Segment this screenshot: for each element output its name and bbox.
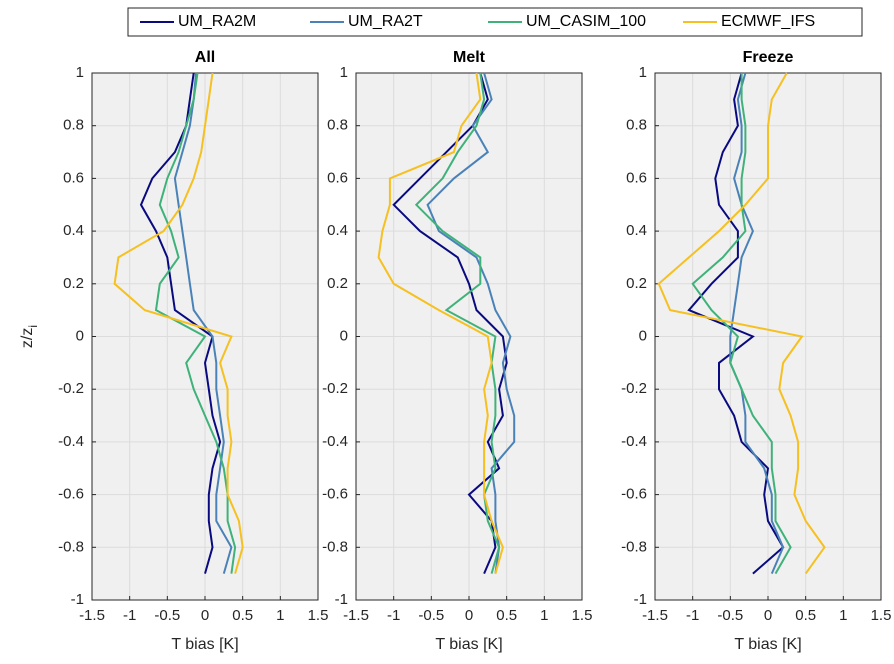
profile-line xyxy=(687,72,785,575)
x-axis-label: T bias [K] xyxy=(734,636,801,653)
profile-line xyxy=(113,72,244,574)
y-tick-label: -0.6 xyxy=(621,486,647,503)
x-tick-label: -1 xyxy=(686,607,699,624)
x-tick-label: 1 xyxy=(276,607,284,624)
x-axis-label: T bias [K] xyxy=(435,636,502,653)
y-tick-label: 0.8 xyxy=(63,117,84,134)
x-tick-label: 1.5 xyxy=(308,607,329,624)
x-tick-label: 1 xyxy=(839,607,847,624)
y-tick-label: 0 xyxy=(340,327,348,344)
y-tick-label: -0.2 xyxy=(621,380,647,397)
x-tick-label: -0.5 xyxy=(154,607,180,624)
legend-label: UM_RA2T xyxy=(348,13,423,30)
profile-line xyxy=(657,72,826,575)
x-tick-label: 0.5 xyxy=(496,607,517,624)
y-tick-label: -0.4 xyxy=(58,433,84,450)
x-tick-label: -1.5 xyxy=(79,607,105,624)
legend-label: ECMWF_IFS xyxy=(721,13,815,30)
chart-title: All xyxy=(195,49,215,66)
x-tick-label: 0 xyxy=(201,607,209,624)
y-tick-label: 0.4 xyxy=(626,222,647,239)
x-tick-label: -1 xyxy=(387,607,400,624)
axes-box xyxy=(91,72,319,601)
x-tick-label: 1.5 xyxy=(572,607,593,624)
y-tick-label: -0.8 xyxy=(621,538,647,555)
y-tick-label: 0.6 xyxy=(63,169,84,186)
y-tick-label: 0 xyxy=(639,327,647,344)
axes-box xyxy=(355,72,583,601)
y-tick-label: 0.2 xyxy=(626,275,647,292)
legend-label: UM_CASIM_100 xyxy=(526,13,646,30)
profile-line xyxy=(173,72,233,574)
x-tick-label: 1.5 xyxy=(871,607,892,624)
y-tick-label: 0.2 xyxy=(327,275,348,292)
y-tick-label: 0.4 xyxy=(327,222,348,239)
y-tick-label: -1 xyxy=(335,591,348,608)
x-tick-label: -1.5 xyxy=(343,607,369,624)
y-tick-label: -0.8 xyxy=(58,538,84,555)
y-axis-label-main: z/z xyxy=(19,328,36,348)
y-tick-label: 0.8 xyxy=(327,117,348,134)
y-tick-label: 0 xyxy=(76,327,84,344)
chart-title: Melt xyxy=(453,49,486,66)
x-tick-label: 0.5 xyxy=(232,607,253,624)
y-tick-label: 0.2 xyxy=(63,275,84,292)
y-tick-label: 0.6 xyxy=(327,169,348,186)
axes-box xyxy=(654,72,882,601)
x-tick-label: 0.5 xyxy=(795,607,816,624)
x-tick-label: -1 xyxy=(123,607,136,624)
y-tick-label: 0.8 xyxy=(626,117,647,134)
profile-line xyxy=(426,72,516,574)
y-tick-label: -0.2 xyxy=(58,380,84,397)
y-tick-label: -0.8 xyxy=(322,538,348,555)
y-tick-label: -0.2 xyxy=(322,380,348,397)
y-tick-label: 1 xyxy=(340,64,348,81)
x-tick-label: -0.5 xyxy=(717,607,743,624)
x-tick-label: -0.5 xyxy=(418,607,444,624)
x-tick-label: 0 xyxy=(764,607,772,624)
y-tick-label: -1 xyxy=(634,591,647,608)
legend-label: UM_RA2M xyxy=(178,13,256,30)
chart-title: Freeze xyxy=(743,49,794,66)
y-tick-label: 0.4 xyxy=(63,222,84,239)
y-tick-label: -0.6 xyxy=(58,486,84,503)
y-axis-label: z/zi xyxy=(19,325,40,348)
y-axis-label-sub: i xyxy=(26,325,40,328)
profile-line xyxy=(139,72,222,574)
x-tick-label: 0 xyxy=(465,607,473,624)
x-tick-label: 1 xyxy=(540,607,548,624)
y-tick-label: -0.4 xyxy=(322,433,348,450)
x-axis-label: T bias [K] xyxy=(171,636,238,653)
x-tick-label: -1.5 xyxy=(642,607,668,624)
y-tick-label: 0.6 xyxy=(626,169,647,186)
y-tick-label: -1 xyxy=(71,591,84,608)
y-tick-label: 1 xyxy=(76,64,84,81)
y-tick-label: -0.4 xyxy=(621,433,647,450)
y-tick-label: -0.6 xyxy=(322,486,348,503)
profile-line xyxy=(377,72,504,574)
profile-line xyxy=(414,72,501,574)
profile-line xyxy=(691,73,792,575)
y-tick-label: 1 xyxy=(639,64,647,81)
